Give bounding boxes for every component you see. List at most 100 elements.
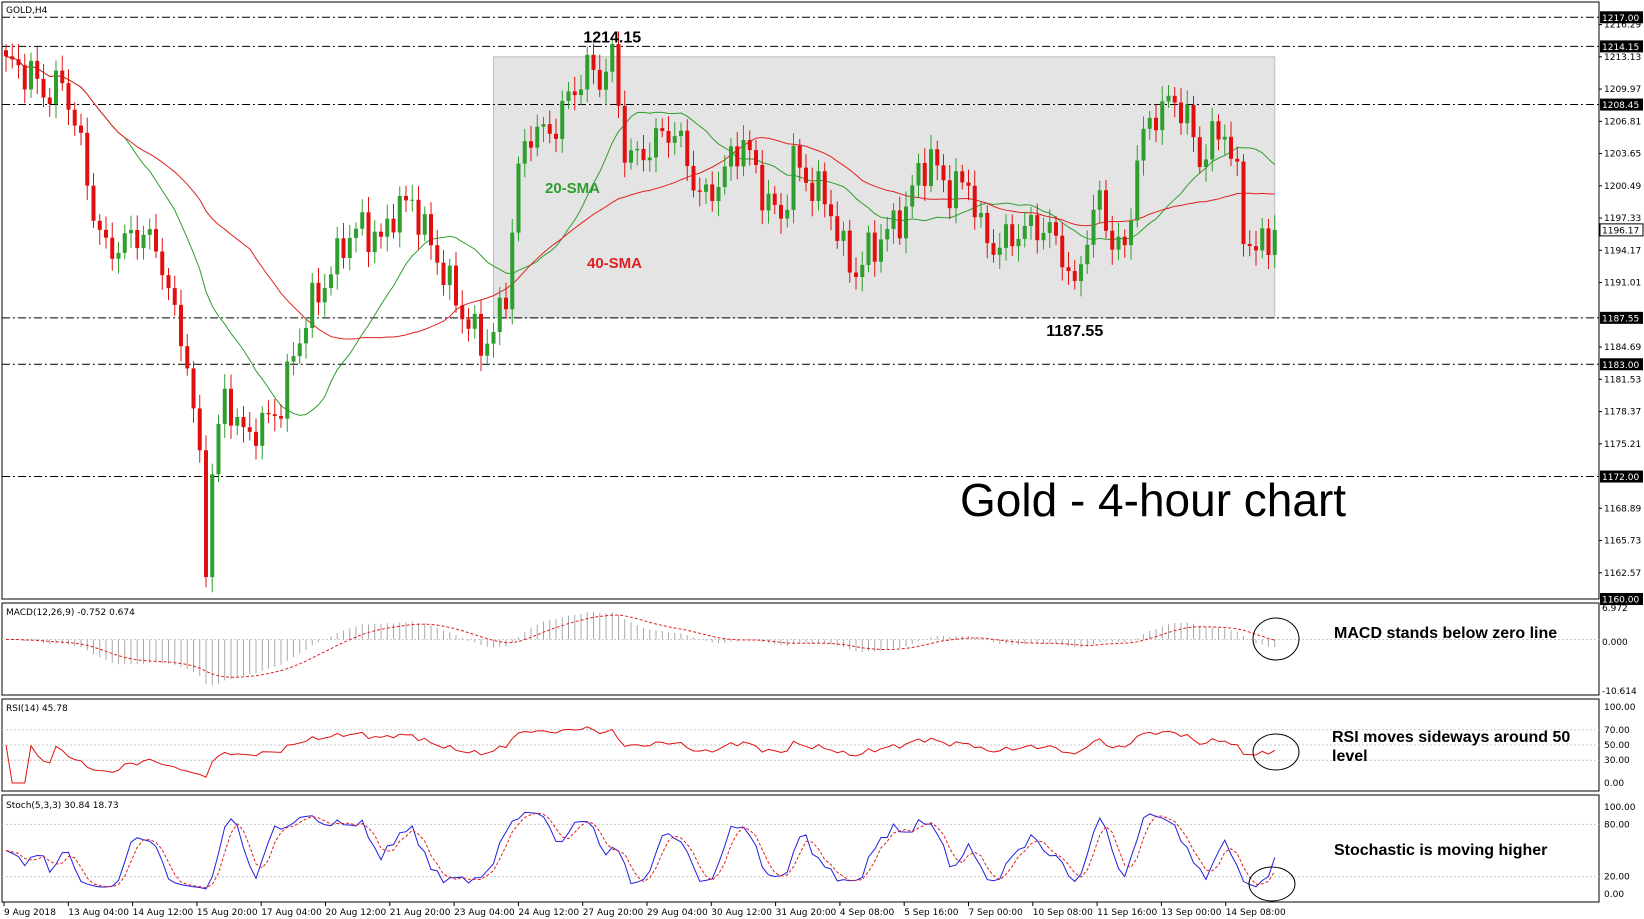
candle-body — [1229, 136, 1233, 159]
candle-body — [760, 164, 765, 211]
candle-body — [247, 427, 252, 432]
candle-body — [1041, 232, 1046, 241]
candle-body — [360, 212, 365, 229]
candles — [4, 31, 1277, 593]
candle-body — [235, 417, 240, 426]
time-tick-label: 13 Aug 04:00 — [68, 908, 129, 918]
candle-body — [366, 212, 371, 253]
candle-body — [654, 128, 658, 158]
candle-body — [397, 195, 402, 233]
candle-body — [785, 209, 790, 219]
price-tick-label: 1165.73 — [1604, 537, 1641, 547]
candle-body — [304, 327, 308, 344]
candle-body — [1097, 190, 1102, 210]
candle-body — [254, 431, 258, 446]
candle-body — [279, 416, 283, 419]
candle-body — [429, 214, 433, 246]
candle-body — [197, 408, 202, 451]
price-tick-label: 1216.29 — [1604, 21, 1641, 31]
level-label: 1172.00 — [1602, 473, 1639, 483]
candle-body — [166, 275, 171, 289]
sma40-annotation: 40-SMA — [587, 255, 642, 272]
sma20-line — [5, 55, 1276, 416]
stoch-tick-label: 80.00 — [1604, 820, 1630, 830]
candle-body — [972, 185, 977, 218]
candle-body — [1110, 230, 1115, 250]
candle-body — [754, 150, 758, 165]
level-label-bg — [1600, 40, 1643, 53]
candle-body — [316, 282, 321, 303]
candle-body — [641, 148, 646, 161]
candle-body — [1204, 159, 1208, 168]
candle-body — [1060, 235, 1065, 268]
candle-body — [479, 313, 483, 356]
candle-body — [741, 140, 746, 167]
time-tick-label: 31 Aug 20:00 — [776, 908, 837, 918]
candle-body — [322, 287, 327, 303]
candle-body — [704, 184, 708, 192]
candle-body — [679, 130, 683, 137]
candle-body — [666, 131, 671, 143]
moving-averages — [5, 55, 1276, 416]
candle-body — [272, 414, 277, 417]
candle-body — [1010, 224, 1015, 247]
candle-body — [404, 195, 408, 201]
candle-body — [285, 361, 290, 419]
rsi-tick-label: 70.00 — [1604, 726, 1630, 736]
price-tick-label: 1178.37 — [1604, 408, 1641, 418]
candle-body — [960, 171, 965, 183]
candle-body — [54, 70, 58, 104]
macd-label: MACD(12,26,9) -0.752 0.674 — [6, 608, 135, 618]
current-price-label: 1196.17 — [1602, 226, 1639, 236]
candle-body — [454, 265, 458, 306]
level-label: 1187.55 — [1602, 314, 1639, 324]
time-tick-label: 11 Sep 16:00 — [1097, 908, 1157, 918]
candle-body — [510, 232, 515, 310]
stoch-signal-line — [5, 812, 1276, 889]
macd-signal-line — [5, 614, 1275, 678]
time-tick-label: 14 Sep 08:00 — [1226, 908, 1286, 918]
candle-body — [1135, 160, 1140, 221]
candle-body — [410, 199, 415, 201]
candle-body — [97, 220, 102, 230]
macd-indicator — [2, 612, 1599, 686]
candle-body — [372, 231, 377, 253]
candle-body — [60, 70, 65, 84]
candle-body — [47, 97, 52, 104]
candle-body — [516, 163, 521, 233]
candle-body — [610, 43, 615, 72]
candle-body — [447, 265, 452, 286]
candle-body — [172, 288, 177, 305]
price-tick-label: 1213.13 — [1604, 53, 1641, 63]
candle-body — [385, 218, 390, 237]
level-label: 1214.15 — [1602, 43, 1639, 53]
level-label-bg — [1600, 593, 1643, 605]
stoch-tick-label: 100.00 — [1604, 803, 1636, 813]
candle-body — [1216, 121, 1221, 140]
rsi-tick-label: 30.00 — [1604, 756, 1630, 766]
candle-body — [1104, 190, 1108, 231]
candle-body — [829, 204, 833, 217]
candle-body — [910, 185, 915, 207]
candle-body — [547, 124, 552, 134]
level-label-bg — [1600, 358, 1643, 371]
candle-body — [16, 59, 21, 66]
candle-body — [647, 157, 652, 161]
rsi-tick-label: 50.00 — [1604, 741, 1630, 751]
price-axis: 1216.29 1213.13 1209.97 1206.81 1203.65 1200.… — [1599, 21, 1644, 579]
low-annotation: 1187.55 — [1046, 323, 1103, 340]
candle-body — [935, 149, 940, 166]
candle-body — [1254, 246, 1258, 251]
candle-body — [485, 343, 490, 356]
price-tick-label: 1184.69 — [1604, 343, 1641, 353]
time-tick-label: 24 Aug 12:00 — [518, 908, 579, 918]
candle-body — [179, 304, 183, 347]
candle-body — [747, 140, 752, 151]
rsi-tick-label: 100.00 — [1604, 703, 1636, 713]
time-tick-label: 9 Aug 2018 — [4, 908, 56, 918]
candle-body — [916, 162, 921, 186]
candle-body — [41, 78, 46, 98]
rsi-tick-label: 0.00 — [1604, 779, 1624, 789]
candle-body — [497, 297, 502, 332]
candle-body — [329, 274, 333, 288]
